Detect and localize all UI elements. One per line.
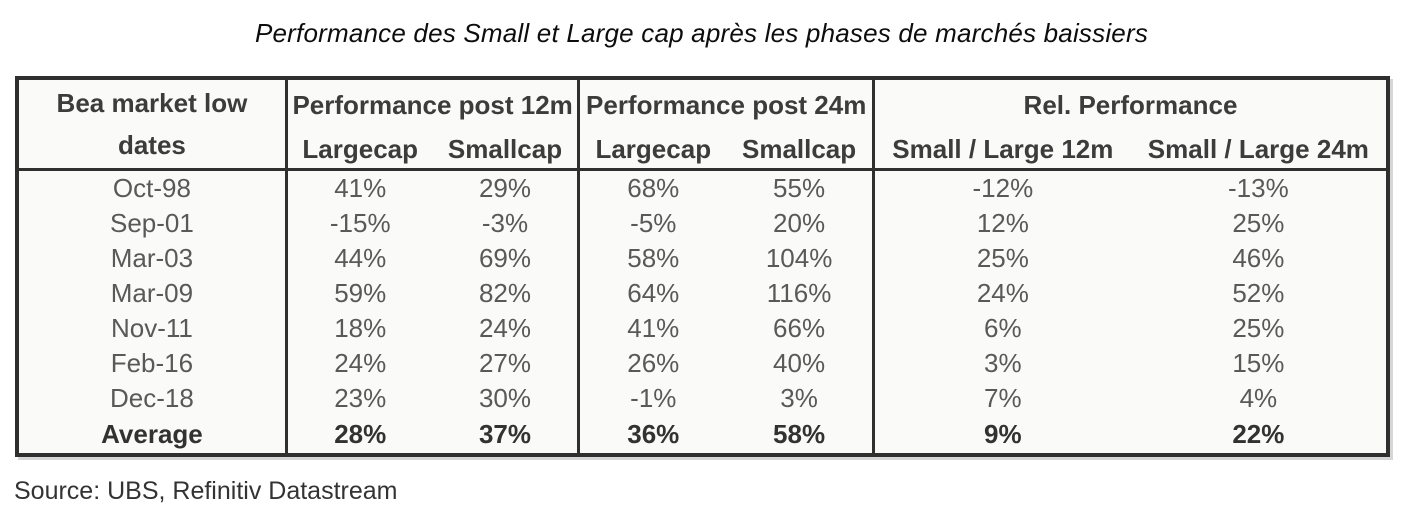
table-cell: 7% xyxy=(871,381,1131,416)
table-row: Nov-11 18% 24% 41% 66% 6% 25% xyxy=(17,311,1388,346)
table-cell: 25% xyxy=(1232,208,1285,238)
source-attribution: Source: UBS, Refinitiv Datastream xyxy=(14,477,398,505)
table-cell: 24% xyxy=(478,313,532,343)
table-cell: 55% xyxy=(773,173,826,203)
table-cell: 25% xyxy=(871,241,1131,276)
group-header-rel-performance: Rel. Performance xyxy=(871,78,1388,130)
table-row-average: Average 28% 37% 36% 58% 9% 22% xyxy=(17,416,1388,455)
subheader-small-large-12m: Small / Large 12m xyxy=(871,130,1131,170)
subheader-24m-largecap: Largecap xyxy=(577,130,727,170)
table-cell: 18% xyxy=(284,311,433,346)
table-cell: 41% xyxy=(577,311,727,346)
table-cell: 68% xyxy=(577,169,727,206)
subheader-24m-smallcap: Smallcap xyxy=(741,133,857,164)
table-cell: -15% xyxy=(284,206,433,241)
table-row: Mar-09 59% 82% 64% 116% 24% 52% xyxy=(17,276,1388,311)
table-cell: 69% xyxy=(478,243,532,273)
table-cell: 27% xyxy=(478,348,532,378)
table-row: Oct-98 41% 29% 68% 55% -12% -13% xyxy=(17,169,1388,206)
table-cell: 6% xyxy=(871,311,1131,346)
table-cell: 22% xyxy=(1232,419,1285,449)
table-cell: 3% xyxy=(871,346,1131,381)
table-header: Bea market low dates Performance post 12… xyxy=(17,78,1388,170)
group-header-performance-post-12m: Performance post 12m xyxy=(284,78,579,130)
subheader-12m-smallcap: Smallcap xyxy=(447,133,563,164)
table-cell: 46% xyxy=(1232,243,1285,273)
figure-title: Performance des Small et Large cap après… xyxy=(254,18,1149,48)
table-cell-date: Nov-11 xyxy=(110,313,193,343)
table-cell: -5% xyxy=(577,206,727,241)
table-cell: 24% xyxy=(284,346,433,381)
table-cell: 3% xyxy=(780,383,818,413)
table-row: Sep-01 -15% -3% -5% 20% 12% 25% xyxy=(17,206,1388,241)
table-cell-average-label: Average xyxy=(101,419,203,449)
subheader-12m-largecap: Largecap xyxy=(284,130,433,170)
table-cell-date: Mar-03 xyxy=(110,243,194,273)
table-cell: 26% xyxy=(577,346,727,381)
column-header-bear-market-low-dates: Bea market low dates xyxy=(17,78,286,170)
table-row: Mar-03 44% 69% 58% 104% 25% 46% xyxy=(17,241,1388,276)
table-row: Feb-16 24% 27% 26% 40% 3% 15% xyxy=(17,346,1388,381)
table-cell: 24% xyxy=(871,276,1131,311)
header-line-2: dates xyxy=(117,130,186,160)
table-cell: 36% xyxy=(577,416,727,455)
table-cell: 29% xyxy=(478,173,532,203)
table-cell-date: Mar-09 xyxy=(110,278,194,308)
performance-table: Bea market low dates Performance post 12… xyxy=(15,76,1390,457)
table-cell: 64% xyxy=(577,276,727,311)
table-cell: 23% xyxy=(284,381,433,416)
group-header-performance-post-24m: Performance post 24m xyxy=(577,78,874,130)
performance-table-container: Bea market low dates Performance post 12… xyxy=(15,76,1390,457)
table-cell: 28% xyxy=(284,416,433,455)
table-cell: 58% xyxy=(577,241,727,276)
subheader-small-large-24m: Small / Large 24m xyxy=(1147,133,1369,164)
table-cell: 40% xyxy=(773,348,826,378)
table-cell: 20% xyxy=(773,208,826,238)
table-cell: -12% xyxy=(871,169,1131,206)
table-cell: 116% xyxy=(766,278,832,308)
table-cell: 9% xyxy=(871,416,1131,455)
table-cell-date: Oct-98 xyxy=(112,173,191,203)
table-cell: 58% xyxy=(773,419,826,449)
table-cell-date: Sep-01 xyxy=(110,208,194,238)
header-group-row: Bea market low dates Performance post 12… xyxy=(17,78,1388,160)
table-cell: 37% xyxy=(478,419,532,449)
table-cell: 15% xyxy=(1232,348,1285,378)
header-sub-row: Largecap Smallcap Largecap Smallcap Smal… xyxy=(17,130,1388,170)
table-cell: 59% xyxy=(284,276,433,311)
table-cell: 12% xyxy=(871,206,1131,241)
table-cell: 4% xyxy=(1239,383,1278,413)
table-cell: 30% xyxy=(478,383,532,413)
table-cell: -1% xyxy=(577,381,727,416)
table-cell-date: Feb-16 xyxy=(110,348,194,378)
table-cell: 104% xyxy=(765,243,833,273)
table-cell-date: Dec-18 xyxy=(110,383,194,413)
header-line-1: Bea market low xyxy=(56,88,248,118)
table-cell: -13% xyxy=(1228,173,1289,203)
table-cell: 52% xyxy=(1232,278,1285,308)
table-cell: 25% xyxy=(1232,313,1285,343)
table-cell: -3% xyxy=(481,208,529,238)
table-cell: 82% xyxy=(478,278,532,308)
table-row: Dec-18 23% 30% -1% 3% 7% 4% xyxy=(17,381,1388,416)
table-cell: 44% xyxy=(284,241,433,276)
table-body: Oct-98 41% 29% 68% 55% -12% -13% Sep-01 … xyxy=(17,169,1388,455)
table-cell: 66% xyxy=(773,313,826,343)
table-cell: 41% xyxy=(284,169,433,206)
